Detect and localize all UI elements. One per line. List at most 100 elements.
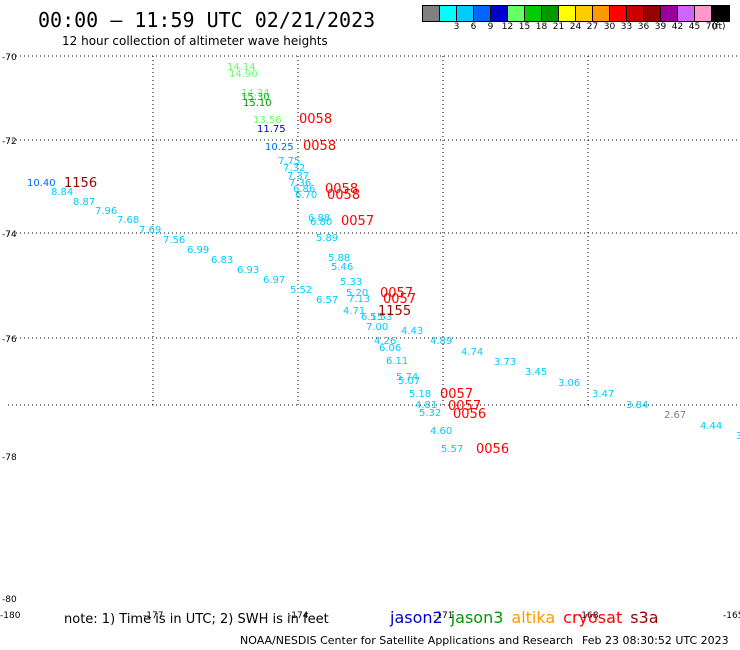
lon-tick-label: -177 [143,611,163,621]
wave-height-value: 7.75 [278,156,300,167]
wave-height-value: 5.52 [290,285,312,296]
pass-time-label: 1156 [64,176,97,191]
generated-timestamp: Feb 23 08:30:52 UTC 2023 [582,634,729,647]
pass-time-label: 0058 [299,112,332,127]
wave-height-value: 7.96 [95,206,117,217]
wave-height-value: 6.88 [308,213,330,224]
lon-tick-label: -174 [288,611,309,621]
wave-height-value: 3.47 [592,389,614,400]
wave-height-value: 8.87 [73,197,95,208]
lat-tick-label: -70 [2,53,17,63]
wave-height-value: 6.83 [211,255,233,266]
wave-height-value: 7.56 [163,235,185,246]
wave-height-value: 15.10 [243,98,272,109]
wave-height-value: 6.57 [316,295,338,306]
wave-height-value: 4.89 [430,336,452,347]
wave-height-value: 8.84 [51,187,73,198]
legend-swatch [559,6,576,21]
legend-swatch [457,6,474,21]
legend-swatch [661,6,678,21]
wave-height-value: 5.33 [340,277,362,288]
units-note: note: 1) Time is in UTC; 2) SWH is in fe… [64,612,329,627]
legend-swatch [508,6,525,21]
legend-swatch [678,6,695,21]
legend-bin-label: 12 [501,22,514,32]
legend-swatch [576,6,593,21]
wave-height-value: 3.45 [525,367,547,378]
wave-height-value: 3 [736,431,740,442]
credit-line: NOAA/NESDIS Center for Satellite Applica… [240,634,574,647]
mission-label: cryosat [563,608,623,627]
legend-swatch [695,6,712,21]
legend-swatch [474,6,491,21]
wave-height-value: 14.90 [229,69,258,80]
legend-swatch [712,6,729,21]
wave-height-value: 6.15 [361,312,383,323]
pass-time-label: 0058 [303,139,336,154]
lat-tick-label: -74 [2,230,17,240]
legend-bin-label: 9 [487,22,494,32]
wave-height-value: 5.46 [331,262,353,273]
legend-swatch [525,6,542,21]
legend-bin-label: 21 [552,22,565,32]
wave-height-value: 2.67 [664,410,686,421]
map-subtitle: 12 hour collection of altimeter wave hei… [62,34,328,48]
legend-bin-label: 3 [453,22,460,32]
mission-label: altika [511,608,556,627]
lon-tick-label: -165 [723,611,740,621]
wave-height-value: 4.71 [343,306,365,317]
wave-height-value: 5.88 [328,253,350,264]
mission-label: jason2 [390,608,443,627]
wave-height-value: 6.86 [293,184,315,195]
pass-time-label: 0057 [380,286,413,301]
pass-time-label: 0056 [476,442,509,457]
pass-time-label: 0058 [325,182,358,197]
legend-swatch [542,6,559,21]
legend-bin-label: 36 [637,22,650,32]
mission-label: s3a [630,608,659,627]
pass-time-label: 0058 [327,188,360,203]
legend-bin-label: 39 [654,22,667,32]
pass-time-label: 0056 [453,407,486,422]
legend-bin-label: 42 [671,22,684,32]
wave-height-value: 7.37 [287,171,309,182]
legend-bin-label: 27 [586,22,599,32]
legend-bin-label: 6 [470,22,477,32]
wave-height-value: 15.30 [241,92,270,103]
wave-height-value: 5.74 [396,372,418,383]
pass-time-label: 0057 [448,399,481,414]
wave-height-value: 5.89 [316,233,338,244]
pass-time-label: 0057 [341,214,374,229]
lat-tick-label: -76 [2,335,17,345]
wave-height-value: 4.44 [700,421,722,432]
legend-bin-label: 70 [705,22,718,32]
legend-bin-label: 24 [569,22,582,32]
lon-tick-label: -171 [433,611,453,621]
wave-height-value: 5.18 [409,389,431,400]
wave-height-value: 7.00 [366,322,388,333]
wave-height-value: 3.06 [558,378,580,389]
legend-bin-label: 18 [535,22,548,32]
legend-swatch [593,6,610,21]
legend-bin-label: 30 [603,22,616,32]
wave-height-value: 4.81 [415,400,437,411]
legend-swatch [423,6,440,21]
wave-height-value: 6.06 [379,343,401,354]
wave-height-value: 5.53 [370,312,392,323]
legend-swatch [627,6,644,21]
legend-swatch [644,6,661,21]
wave-height-value: 10.40 [27,178,56,189]
pass-time-label: 1155 [378,304,411,319]
wave-height-value: 5.32 [419,408,441,419]
legend-bin-label: 45 [688,22,701,32]
legend-swatch [491,6,508,21]
wave-height-value: 4.60 [430,426,452,437]
wave-height-value: 11.75 [257,124,286,135]
lon-tick-label: -168 [578,611,599,621]
axis-tick-labels: -70 -72 -74 -76 -78 -80 -180 -177 -174 -171 -168 -1… [0,53,740,621]
wave-height-value: 5.57 [441,444,463,455]
wave-height-value: 7.68 [117,215,139,226]
